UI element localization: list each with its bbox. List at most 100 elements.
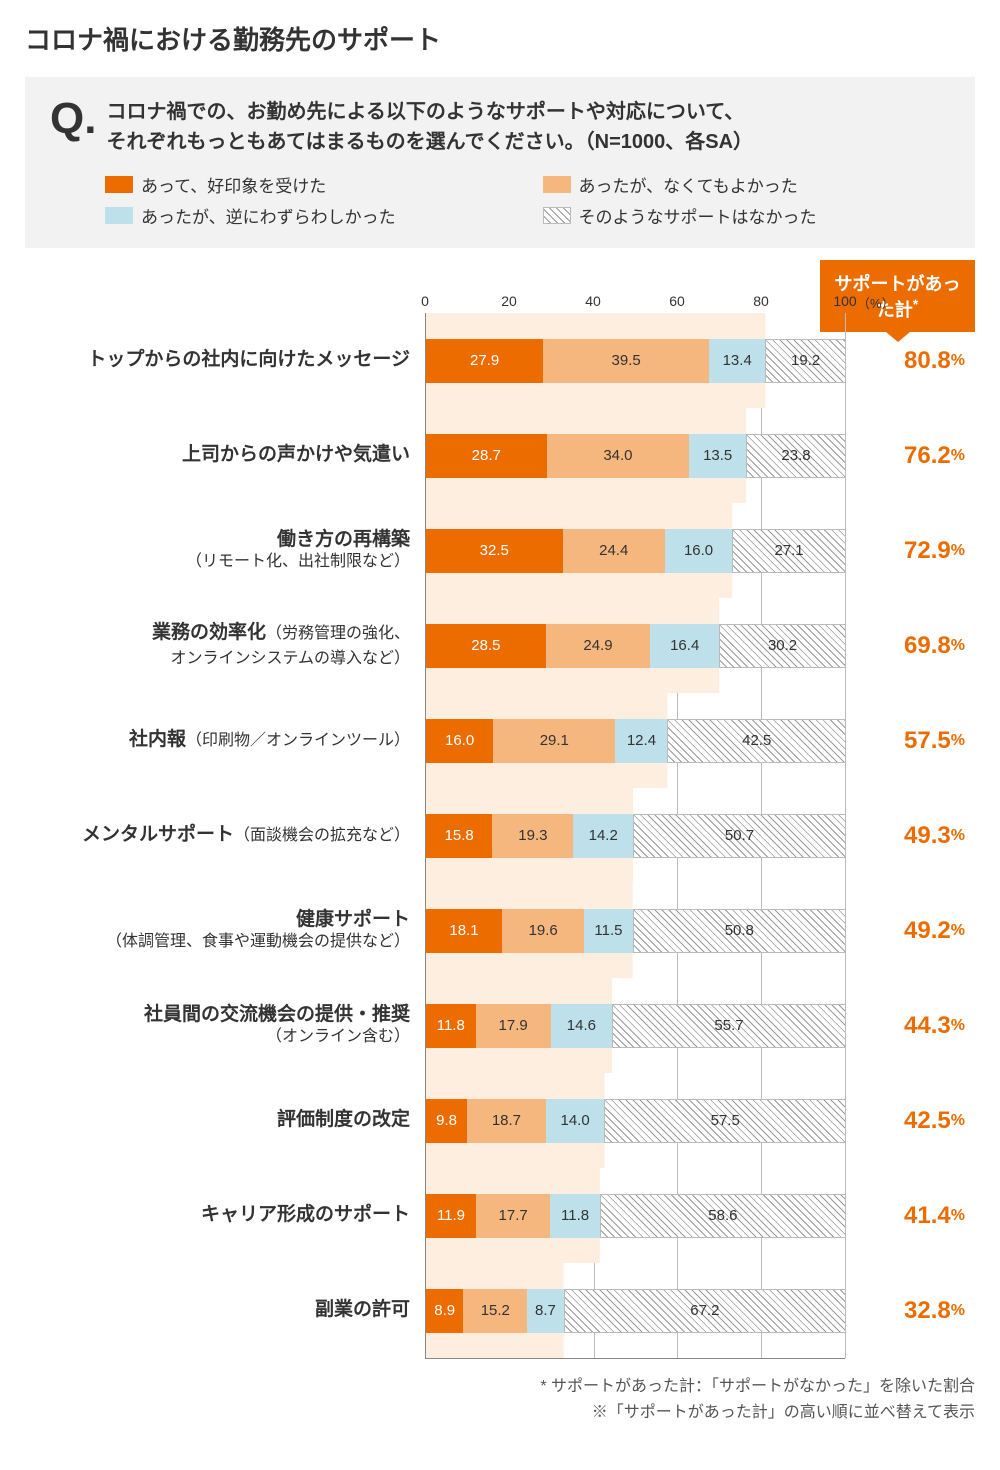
axis-tick: 40 [585, 293, 601, 309]
legend-item: あったが、なくてもよかった [543, 172, 951, 197]
bar-segment: 15.8 [426, 814, 492, 858]
bar: 28.524.916.430.2 [426, 624, 846, 668]
bar-segment: 50.7 [633, 814, 846, 858]
row-label: 働き方の再構築（リモート化、出社制限など） [25, 503, 425, 598]
legend-label: あって、好印象を受けた [141, 172, 326, 197]
bar: 18.119.611.550.8 [426, 909, 846, 953]
bar-segment: 11.8 [426, 1004, 476, 1048]
legend-swatch [543, 207, 571, 224]
bar-segment: 27.9 [426, 339, 543, 383]
bar-segment: 67.2 [564, 1289, 846, 1333]
bar-segment: 58.6 [600, 1194, 846, 1238]
bar: 32.524.416.027.1 [426, 529, 846, 573]
row-label: メンタルサポート（面談機会の拡充など） [25, 788, 425, 883]
bar-segment: 18.1 [426, 909, 502, 953]
footnote-line: * サポートがあった計：「サポートがなかった」を除いた割合 [25, 1374, 975, 1400]
bar-segment: 19.6 [502, 909, 584, 953]
row-label: 健康サポート（体調管理、食事や運動機会の提供など） [25, 883, 425, 978]
bar-segment: 8.9 [426, 1289, 463, 1333]
bar-segment: 24.4 [563, 529, 665, 573]
legend-swatch [105, 207, 133, 224]
bar-segment: 28.5 [426, 624, 546, 668]
legend-item: あったが、逆にわずらわしかった [105, 203, 513, 228]
row-total: 69.8% [845, 598, 975, 693]
bar-segment: 13.4 [709, 339, 765, 383]
bar-segment: 19.3 [492, 814, 573, 858]
bar: 11.917.711.858.6 [426, 1194, 846, 1238]
page-title: コロナ禍における勤務先のサポート [25, 20, 975, 57]
bar-segment: 19.2 [765, 339, 846, 383]
row-total: 44.3% [845, 978, 975, 1073]
bar-segment: 17.7 [476, 1194, 550, 1238]
bar-segment: 32.5 [426, 529, 563, 573]
axis-tick: 60 [669, 293, 685, 309]
bar-segment: 16.0 [426, 719, 493, 763]
bar-segment: 14.2 [573, 814, 633, 858]
bar-segment: 14.0 [546, 1099, 605, 1143]
bar: 27.939.513.419.2 [426, 339, 846, 383]
axis-tick: 80 [753, 293, 769, 309]
bar-segment: 12.4 [615, 719, 667, 763]
bar: 8.915.28.767.2 [426, 1289, 846, 1333]
bar-segment: 50.8 [633, 909, 846, 953]
legend-item: そのようなサポートはなかった [543, 203, 951, 228]
axis-unit: （%） [857, 293, 895, 312]
axis-tick: 0 [421, 293, 429, 309]
bar: 9.818.714.057.5 [426, 1099, 846, 1143]
bar-segment: 16.0 [665, 529, 732, 573]
question-mark: Q. [50, 97, 96, 141]
row-label: 評価制度の改定 [25, 1073, 425, 1168]
bar-segment: 55.7 [612, 1004, 846, 1048]
row-label: 社内報（印刷物／オンラインツール） [25, 693, 425, 788]
row-total: 72.9% [845, 503, 975, 598]
bar-segment: 34.0 [547, 434, 690, 478]
legend-label: あったが、逆にわずらわしかった [141, 203, 396, 228]
bar-segment: 11.5 [584, 909, 632, 953]
bar-segment: 9.8 [426, 1099, 467, 1143]
bar-segment: 29.1 [493, 719, 615, 763]
bar-segment: 14.6 [551, 1004, 612, 1048]
bar-segment: 42.5 [667, 719, 846, 763]
bar-segment: 30.2 [719, 624, 846, 668]
row-label: 社員間の交流機会の提供・推奨（オンライン含む） [25, 978, 425, 1073]
bar-segment: 11.9 [426, 1194, 476, 1238]
row-total: 42.5% [845, 1073, 975, 1168]
bar-segment: 39.5 [543, 339, 709, 383]
legend-swatch [105, 176, 133, 193]
bar-segment: 11.8 [550, 1194, 600, 1238]
row-label: キャリア形成のサポート [25, 1168, 425, 1263]
row-total: 76.2% [845, 408, 975, 503]
bar-segment: 17.9 [476, 1004, 551, 1048]
row-total: 57.5% [845, 693, 975, 788]
row-label: 副業の許可 [25, 1263, 425, 1358]
row-label: 上司からの声かけや気遣い [25, 408, 425, 503]
legend-swatch [543, 176, 571, 193]
bar-segment: 27.1 [732, 529, 846, 573]
legend-item: あって、好印象を受けた [105, 172, 513, 197]
bar-segment: 15.2 [463, 1289, 527, 1333]
x-axis: 020406080100（%） [425, 293, 845, 313]
bar-segment: 8.7 [527, 1289, 564, 1333]
bar-segment: 23.8 [746, 434, 846, 478]
legend-label: そのようなサポートはなかった [579, 203, 817, 228]
chart: サポートがあった計* 020406080100（%） トップからの社内に向けたメ… [25, 268, 975, 1359]
bar-segment: 28.7 [426, 434, 547, 478]
bar-segment: 57.5 [604, 1099, 846, 1143]
row-label: トップからの社内に向けたメッセージ [25, 313, 425, 408]
question-box: Q. コロナ禍での、お勤め先による以下のようなサポートや対応について、それぞれも… [25, 77, 975, 248]
bar-segment: 18.7 [467, 1099, 546, 1143]
row-total: 49.3% [845, 788, 975, 883]
axis-tick: 100 [833, 293, 856, 309]
footnotes: * サポートがあった計：「サポートがなかった」を除いた割合※「サポートがあった計… [25, 1374, 975, 1425]
question-text: コロナ禍での、お勤め先による以下のようなサポートや対応について、それぞれもっとも… [106, 97, 950, 157]
bar-segment: 16.4 [650, 624, 719, 668]
bar: 28.734.013.523.8 [426, 434, 846, 478]
row-total: 41.4% [845, 1168, 975, 1263]
bar: 16.029.112.442.5 [426, 719, 846, 763]
legend: あって、好印象を受けた あったが、なくてもよかったあったが、逆にわずらわしかった そ… [50, 172, 950, 228]
bar: 11.817.914.655.7 [426, 1004, 846, 1048]
axis-tick: 20 [501, 293, 517, 309]
row-total: 32.8% [845, 1263, 975, 1358]
row-total: 49.2% [845, 883, 975, 978]
legend-label: あったが、なくてもよかった [579, 172, 798, 197]
